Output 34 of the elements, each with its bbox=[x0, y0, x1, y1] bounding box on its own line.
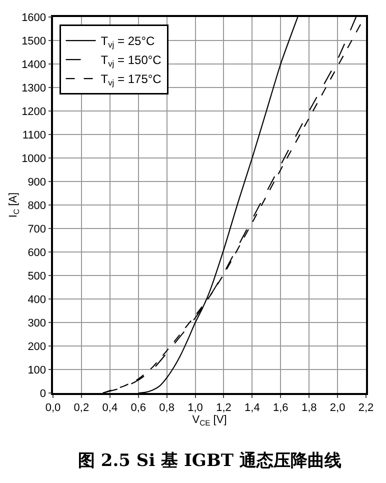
x-tick-label: 1,2 bbox=[216, 402, 232, 414]
x-tick-label: 0,0 bbox=[45, 402, 61, 414]
y-tick-label: 0 bbox=[40, 388, 46, 400]
x-axis-title: V$_{CE}$ [V] bbox=[192, 414, 227, 428]
legend-label: T$_{vj}$ = 175°C bbox=[100, 72, 162, 88]
y-tick-label: 1200 bbox=[22, 106, 46, 118]
y-tick-label: 1100 bbox=[22, 129, 46, 142]
y-tick-label: 1400 bbox=[22, 58, 46, 71]
y-tick-label: 600 bbox=[28, 246, 46, 259]
x-tick-label: 0,4 bbox=[102, 402, 118, 414]
y-tick-label: 200 bbox=[28, 340, 46, 353]
legend-label: T$_{vj}$ = 150°C bbox=[100, 53, 162, 69]
y-tick-label: 1500 bbox=[22, 35, 46, 48]
x-tick-label: 0,6 bbox=[130, 402, 146, 414]
y-tick-label: 900 bbox=[28, 176, 46, 188]
y-tick-label: 100 bbox=[28, 364, 46, 376]
y-tick-label: 400 bbox=[28, 294, 46, 306]
y-tick-label: 1000 bbox=[22, 152, 46, 165]
x-tick-label: 1,0 bbox=[188, 402, 203, 414]
x-tick-label: 1,8 bbox=[301, 402, 317, 414]
y-tick-label: 300 bbox=[28, 317, 46, 330]
y-tick-label: 1600 bbox=[22, 12, 46, 24]
x-tick-label: 2,0 bbox=[330, 402, 346, 414]
legend-label: T$_{vj}$ = 25°C bbox=[100, 34, 155, 50]
text: 图 2.5 Si 基 IGBT 通态压降曲线 bbox=[78, 451, 342, 471]
y-tick-label: 500 bbox=[28, 270, 46, 282]
y-tick-label: 800 bbox=[28, 200, 46, 212]
x-tick-label: 1,4 bbox=[244, 402, 260, 414]
x-tick-label: 1,6 bbox=[272, 402, 288, 414]
x-tick-label: 0,8 bbox=[159, 402, 174, 414]
x-tick-label: 0,2 bbox=[74, 402, 90, 414]
y-tick-label: 700 bbox=[28, 223, 46, 236]
y-tick-label: 1300 bbox=[22, 82, 46, 94]
x-tick-label: 2,2 bbox=[358, 402, 374, 414]
